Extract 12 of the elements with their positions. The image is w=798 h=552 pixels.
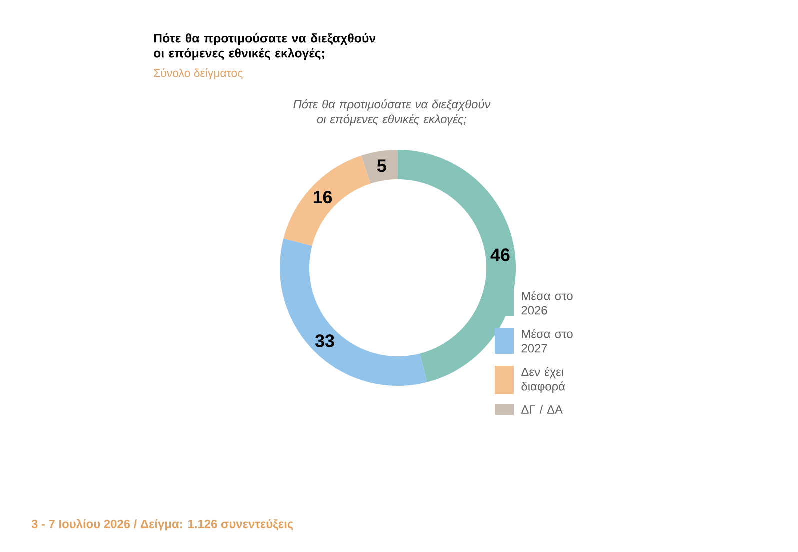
data-label: 16: [314, 190, 332, 204]
data-label: 46: [490, 248, 510, 262]
legend-label: ΔΓ / ΔΑ: [522, 405, 563, 414]
legend-label: Δεν έχει διαφορά: [522, 367, 566, 394]
text: 3 - 7 Ιουλίου 2026 / Δείγμα: 1.126 συνεντεύξεις: [32, 519, 294, 531]
legend-label: Μέσα στο 2026: [522, 291, 573, 315]
chart-subtitle: Σύνολο δείγματος: [154, 68, 243, 80]
data-label: 33: [315, 334, 334, 348]
text: Πότε θα προτιμούσατε να διεξαχθούν οι επόμενες εθνικές εκλογές;: [294, 100, 491, 126]
chart-title: Πότε θα προτιμούσατε να διεξαχθούν οι επόμενες εθνικές εκλογές;: [154, 34, 376, 60]
legend-label: Μέσα στο 2027: [522, 329, 573, 353]
data-label: 5: [377, 160, 386, 172]
